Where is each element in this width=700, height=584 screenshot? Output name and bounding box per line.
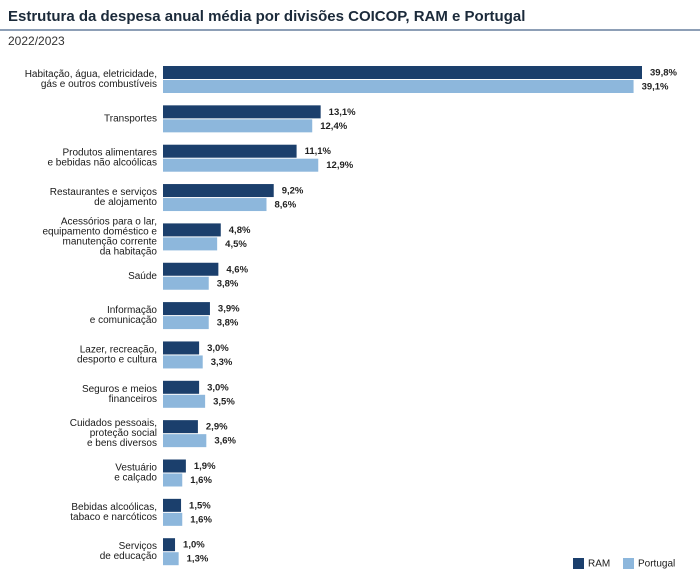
value-label: 3,0% <box>207 343 229 354</box>
value-label: 3,8% <box>217 318 239 329</box>
category-label: Lazer, recreação, desporto e cultura <box>77 344 157 365</box>
bar <box>163 184 274 198</box>
legend-swatch <box>573 558 584 569</box>
value-label: 13,1% <box>329 107 356 118</box>
bar <box>163 538 176 552</box>
legend-label: Portugal <box>638 559 675 570</box>
legend-swatch <box>623 558 634 569</box>
bar <box>163 237 218 251</box>
value-label: 1,9% <box>194 461 216 472</box>
value-label: 3,3% <box>211 357 233 368</box>
value-label: 11,1% <box>305 146 332 157</box>
value-label: 3,8% <box>217 278 239 289</box>
value-label: 3,5% <box>213 396 235 407</box>
value-label: 12,4% <box>320 121 347 132</box>
value-label: 39,1% <box>642 82 669 93</box>
bar <box>163 380 200 394</box>
chart-subtitle: 2022/2023 <box>8 34 65 48</box>
chart-title: Estrutura da despesa anual média por div… <box>8 8 525 25</box>
value-label: 3,6% <box>214 436 236 447</box>
bar <box>163 420 198 434</box>
bar <box>163 262 219 276</box>
category-label: Saúde <box>128 270 157 281</box>
category-label: Seguros e meios financeiros <box>82 383 157 404</box>
bar <box>163 158 319 172</box>
bar <box>163 276 209 290</box>
bar <box>163 498 182 512</box>
category-label: Serviços de educação <box>100 541 158 562</box>
bar <box>163 459 186 473</box>
bar <box>163 355 203 369</box>
category-label: Cuidados pessoais, proteção social e bens … <box>70 418 157 449</box>
bar <box>163 341 200 355</box>
bar <box>163 302 210 316</box>
value-label: 1,3% <box>187 554 209 565</box>
category-label: Acessórios para o lar, equipamento domést… <box>42 216 157 257</box>
category-label: Produtos alimentares e bebidas não alcoól… <box>47 147 157 168</box>
value-label: 1,0% <box>183 540 205 551</box>
value-label: 9,2% <box>282 186 304 197</box>
value-label: 4,8% <box>229 225 251 236</box>
bar <box>163 105 321 119</box>
bar <box>163 316 209 330</box>
bar <box>163 473 183 487</box>
category-label: Informação e comunicação <box>90 305 158 326</box>
category-label: Vestuário e calçado <box>114 462 157 483</box>
bar <box>163 512 183 526</box>
bar <box>163 119 313 133</box>
category-label: Transportes <box>104 113 157 124</box>
value-label: 2,9% <box>206 422 228 433</box>
bar <box>163 434 207 448</box>
bar <box>163 80 634 93</box>
category-label: Bebidas alcoólicas, tabaco e narcóticos <box>70 501 157 522</box>
legend-label: RAM <box>588 559 610 570</box>
bar <box>163 394 206 408</box>
category-label: Habitação, água, eletricidade, gás e outr… <box>25 69 157 90</box>
value-label: 1,5% <box>189 500 211 511</box>
value-label: 39,8% <box>650 68 677 79</box>
value-label: 1,6% <box>190 514 212 525</box>
value-label: 3,9% <box>218 304 240 315</box>
bar <box>163 552 179 566</box>
category-label: Restaurantes e serviços de alojamento <box>50 187 158 208</box>
bar <box>163 198 267 212</box>
value-label: 3,0% <box>207 382 229 393</box>
value-label: 8,6% <box>275 200 297 211</box>
value-label: 4,6% <box>226 264 248 275</box>
bar <box>163 66 642 79</box>
value-label: 12,9% <box>326 160 353 171</box>
bar <box>163 223 221 237</box>
value-label: 4,5% <box>225 239 247 250</box>
value-label: 1,6% <box>190 475 212 486</box>
bar <box>163 144 297 158</box>
